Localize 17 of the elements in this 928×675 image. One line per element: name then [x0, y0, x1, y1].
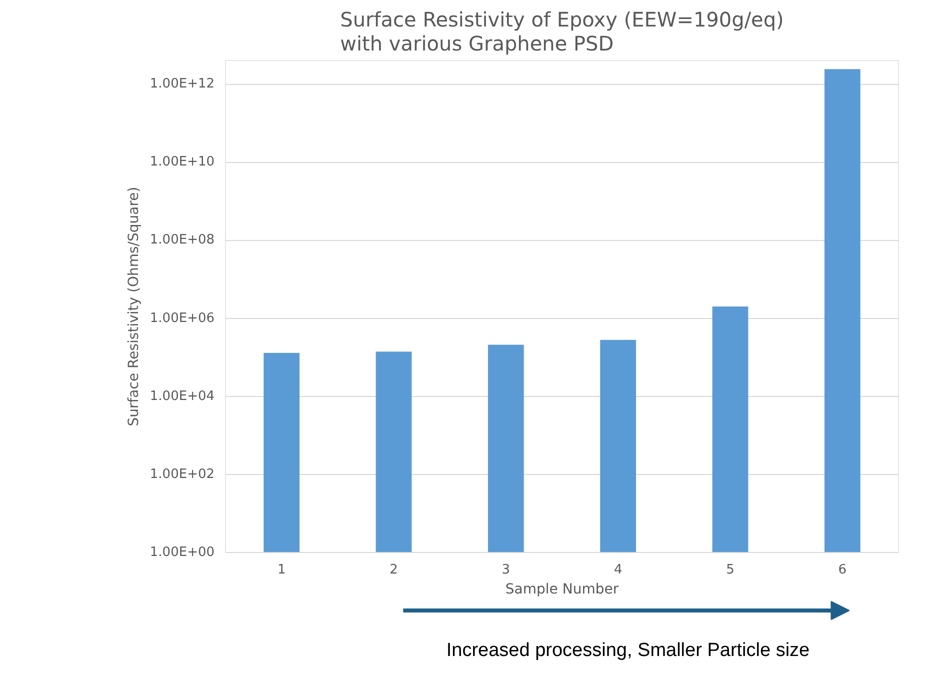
- x-tick-label: 6: [838, 562, 847, 578]
- y-tick-label: 1.00E+06: [150, 310, 214, 326]
- x-tick-label: 3: [502, 562, 510, 578]
- x-axis-title: Sample Number: [505, 582, 619, 598]
- y-tick-label: 1.00E+08: [150, 232, 214, 248]
- y-tick-label: 1.00E+10: [150, 154, 214, 170]
- x-tick-label: 5: [726, 562, 734, 578]
- y-tick-label: 1.00E+04: [150, 388, 214, 404]
- y-tick-label: 1.00E+00: [150, 545, 214, 560]
- x-tick-label: 4: [614, 562, 622, 578]
- y-tick-label: 1.00E+02: [150, 466, 214, 482]
- chart-title: Surface Resistivity of Epoxy (EEW=190g/eq) with various Graphene PSD: [340, 8, 784, 56]
- x-tick-label: 2: [390, 562, 398, 578]
- y-tick-label: 1.00E+12: [150, 76, 214, 92]
- y-axis-title: Surface Resistivity (Ohms/Square): [126, 186, 142, 426]
- text: Increased processing, Smaller Particle size: [446, 640, 810, 661]
- x-tick-label: 1: [277, 562, 286, 578]
